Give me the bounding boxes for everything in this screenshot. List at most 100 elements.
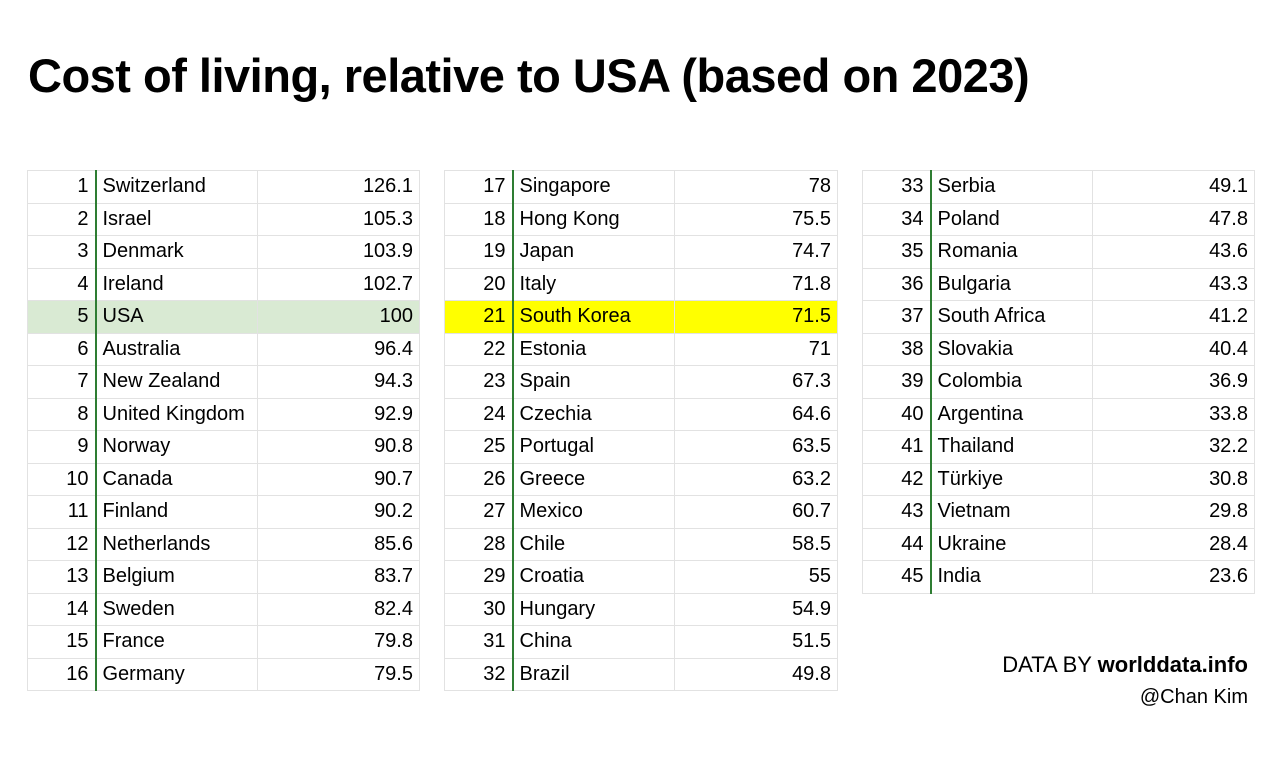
table-row: 21 South Korea 71.5 <box>444 300 838 334</box>
table-row: 40 Argentina 33.8 <box>862 397 1255 431</box>
rank-cell: 16 <box>27 657 97 691</box>
ranking-table-3: 33 Serbia 49.1 34 Poland 47.8 35 Romania 43.6 36 B… <box>862 170 1255 594</box>
rank-cell: 21 <box>444 300 514 334</box>
rank-cell: 14 <box>27 592 97 626</box>
table-row: 39 Colombia 36.9 <box>862 365 1255 399</box>
value-cell: 71.5 <box>674 300 838 334</box>
rank-cell: 23 <box>444 365 514 399</box>
country-cell: Argentina <box>930 397 1093 431</box>
table-row: 16 Germany 79.5 <box>27 657 420 691</box>
country-cell: Belgium <box>95 560 258 594</box>
value-cell: 85.6 <box>257 527 420 561</box>
table-row: 22 Estonia 71 <box>444 332 838 366</box>
value-cell: 96.4 <box>257 332 420 366</box>
value-cell: 100 <box>257 300 420 334</box>
country-cell: Ireland <box>95 267 258 301</box>
country-cell: Slovakia <box>930 332 1093 366</box>
country-cell: Singapore <box>512 170 675 204</box>
table-row: 37 South Africa 41.2 <box>862 300 1255 334</box>
value-cell: 23.6 <box>1092 560 1255 594</box>
country-cell: Thailand <box>930 430 1093 464</box>
table-row: 20 Italy 71.8 <box>444 267 838 301</box>
rank-cell: 3 <box>27 235 97 269</box>
country-cell: Chile <box>512 527 675 561</box>
table-row: 6 Australia 96.4 <box>27 332 420 366</box>
value-cell: 32.2 <box>1092 430 1255 464</box>
table-row: 24 Czechia 64.6 <box>444 397 838 431</box>
country-cell: China <box>512 625 675 659</box>
country-cell: India <box>930 560 1093 594</box>
value-cell: 102.7 <box>257 267 420 301</box>
table-row: 26 Greece 63.2 <box>444 462 838 496</box>
country-cell: Serbia <box>930 170 1093 204</box>
value-cell: 75.5 <box>674 202 838 236</box>
country-cell: Hong Kong <box>512 202 675 236</box>
value-cell: 28.4 <box>1092 527 1255 561</box>
rank-cell: 2 <box>27 202 97 236</box>
table-row: 12 Netherlands 85.6 <box>27 527 420 561</box>
table-row: 42 Türkiye 30.8 <box>862 462 1255 496</box>
table-row: 18 Hong Kong 75.5 <box>444 202 838 236</box>
country-cell: Mexico <box>512 495 675 529</box>
rank-cell: 42 <box>862 462 932 496</box>
table-row: 2 Israel 105.3 <box>27 202 420 236</box>
table-row: 36 Bulgaria 43.3 <box>862 267 1255 301</box>
rank-cell: 28 <box>444 527 514 561</box>
ranking-table-1: 1 Switzerland 126.1 2 Israel 105.3 3 Denmark 103… <box>27 170 420 691</box>
country-cell: Greece <box>512 462 675 496</box>
table-row: 23 Spain 67.3 <box>444 365 838 399</box>
rank-cell: 18 <box>444 202 514 236</box>
value-cell: 71.8 <box>674 267 838 301</box>
rank-cell: 32 <box>444 657 514 691</box>
country-cell: Canada <box>95 462 258 496</box>
rank-cell: 12 <box>27 527 97 561</box>
value-cell: 78 <box>674 170 838 204</box>
country-cell: Vietnam <box>930 495 1093 529</box>
rank-cell: 15 <box>27 625 97 659</box>
country-cell: Norway <box>95 430 258 464</box>
table-row: 38 Slovakia 40.4 <box>862 332 1255 366</box>
country-cell: South Korea <box>512 300 675 334</box>
value-cell: 90.2 <box>257 495 420 529</box>
rank-cell: 4 <box>27 267 97 301</box>
country-cell: Sweden <box>95 592 258 626</box>
rank-cell: 34 <box>862 202 932 236</box>
value-cell: 30.8 <box>1092 462 1255 496</box>
country-cell: USA <box>95 300 258 334</box>
table-row: 10 Canada 90.7 <box>27 462 420 496</box>
rank-cell: 35 <box>862 235 932 269</box>
rank-cell: 9 <box>27 430 97 464</box>
country-cell: Denmark <box>95 235 258 269</box>
value-cell: 36.9 <box>1092 365 1255 399</box>
value-cell: 29.8 <box>1092 495 1255 529</box>
credit-source: worlddata.info <box>1097 652 1248 677</box>
rank-cell: 20 <box>444 267 514 301</box>
value-cell: 103.9 <box>257 235 420 269</box>
rank-cell: 44 <box>862 527 932 561</box>
table-row: 28 Chile 58.5 <box>444 527 838 561</box>
rank-cell: 13 <box>27 560 97 594</box>
country-cell: Brazil <box>512 657 675 691</box>
data-credit: DATA BY worlddata.info <box>1002 652 1248 678</box>
value-cell: 60.7 <box>674 495 838 529</box>
country-cell: Japan <box>512 235 675 269</box>
rank-cell: 19 <box>444 235 514 269</box>
table-row: 14 Sweden 82.4 <box>27 592 420 626</box>
rank-cell: 24 <box>444 397 514 431</box>
country-cell: Colombia <box>930 365 1093 399</box>
page-title: Cost of living, relative to USA (based o… <box>28 49 1030 102</box>
rank-cell: 11 <box>27 495 97 529</box>
table-row: 44 Ukraine 28.4 <box>862 527 1255 561</box>
country-cell: Italy <box>512 267 675 301</box>
country-cell: Ukraine <box>930 527 1093 561</box>
value-cell: 64.6 <box>674 397 838 431</box>
table-row: 7 New Zealand 94.3 <box>27 365 420 399</box>
value-cell: 92.9 <box>257 397 420 431</box>
table-row: 13 Belgium 83.7 <box>27 560 420 594</box>
value-cell: 58.5 <box>674 527 838 561</box>
rank-cell: 17 <box>444 170 514 204</box>
table-row: 33 Serbia 49.1 <box>862 170 1255 204</box>
rank-cell: 36 <box>862 267 932 301</box>
value-cell: 90.8 <box>257 430 420 464</box>
table-row: 35 Romania 43.6 <box>862 235 1255 269</box>
